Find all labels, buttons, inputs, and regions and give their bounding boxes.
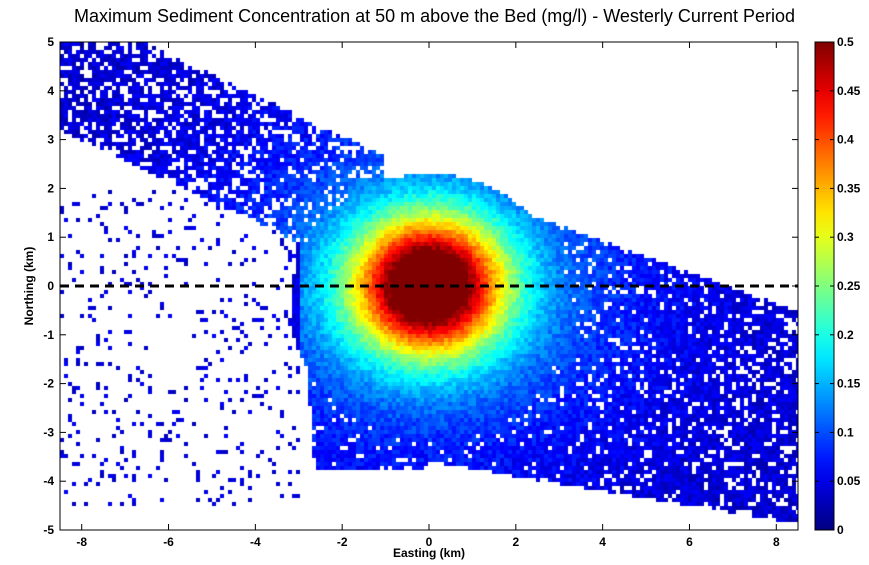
chart-title: Maximum Sediment Concentration at 50 m a…: [74, 6, 795, 26]
y-tick-label: 0: [47, 279, 54, 293]
y-tick-label: -2: [43, 377, 54, 391]
colorbar-tick-label: 0.3: [837, 230, 854, 244]
y-tick-label: 4: [47, 84, 54, 98]
y-tick-label: -1: [43, 328, 54, 342]
y-axis-label: Northing (km): [22, 247, 36, 326]
colorbar: 0 0.05 0.1 0.15 0.2 0.25 0.3 0.35 0.4 0.45 0.5: [814, 35, 861, 537]
colorbar-tick-label: 0.5: [837, 35, 854, 49]
colorbar-tick-label: 0.05: [837, 474, 861, 488]
x-tick-label: 0: [426, 535, 433, 549]
x-tick-label: 2: [512, 535, 519, 549]
colorbar-tick-label: 0.15: [837, 377, 861, 391]
colorbar-tick-label: 0: [837, 523, 844, 537]
axes: -8 -6 -4 -2 0 2 4 6 8 -5 -4 -3 -2 -1 0 1 2 3 4 5: [43, 35, 799, 549]
colorbar-tick-label: 0.35: [837, 181, 861, 195]
y-tick-label: 2: [47, 181, 54, 195]
x-tick-label: -2: [337, 535, 348, 549]
y-tick-label: 3: [47, 133, 54, 147]
colorbar-tick-label: 0.25: [837, 279, 861, 293]
y-tick-label: -5: [43, 523, 54, 537]
y-tick-label: -4: [43, 474, 54, 488]
x-tick-label: -6: [163, 535, 174, 549]
y-tick-label: -3: [43, 425, 54, 439]
colorbar-tick-label: 0.1: [837, 425, 854, 439]
y-tick-label: 1: [47, 230, 54, 244]
x-tick-label: 8: [773, 535, 780, 549]
x-tick-label: 6: [686, 535, 693, 549]
colorbar-tick-label: 0.2: [837, 328, 854, 342]
colorbar-tick-label: 0.45: [837, 84, 861, 98]
x-axis-label: Easting (km): [393, 546, 465, 560]
x-tick-label: -8: [76, 535, 87, 549]
plot-area: [60, 42, 798, 530]
y-tick-label: 5: [47, 35, 54, 49]
x-tick-label: -4: [250, 535, 261, 549]
colorbar-tick-label: 0.4: [837, 133, 854, 147]
x-tick-label: 4: [599, 535, 606, 549]
